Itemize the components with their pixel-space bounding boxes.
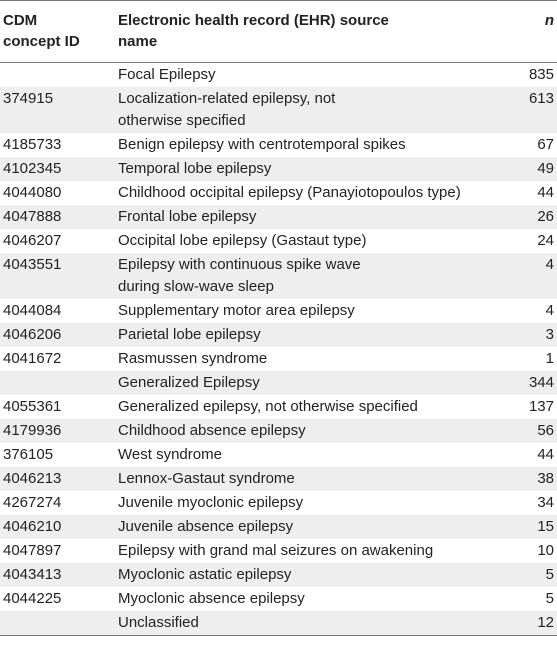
cell-count: 67 — [537, 136, 554, 153]
cell-concept-id: 4179936 — [0, 419, 115, 443]
cell-concept-id: 4046206 — [0, 323, 115, 347]
cell-count: 4 — [545, 302, 554, 319]
cell-count: 1 — [545, 350, 554, 367]
cell-source-name: Localization-related epilepsy, not other… — [115, 87, 492, 133]
table-row: 4047888 Frontal lobe epilepsy 26 — [0, 205, 557, 229]
cell-count: 137 — [528, 398, 554, 415]
header-source-name: Electronic health record (EHR) source na… — [118, 12, 389, 50]
cell-concept-id: 4044084 — [3, 302, 62, 319]
cell-concept-id — [0, 371, 115, 395]
cell-source-name: West syndrome — [118, 446, 222, 463]
cell-concept-id: 4046213 — [0, 467, 115, 491]
table-row: 4043551 Epilepsy with continuous spike wa… — [0, 253, 557, 299]
cell-count: 38 — [492, 467, 557, 491]
cell-count: 5 — [545, 590, 554, 607]
cell-concept-id: 4044080 — [3, 184, 62, 201]
cell-source-name: Myoclonic absence epilepsy — [118, 590, 305, 607]
cell-concept-id: 4046207 — [3, 232, 62, 249]
cell-count: 10 — [537, 542, 554, 559]
cell-concept-id — [0, 63, 115, 88]
cell-count: 3 — [492, 323, 557, 347]
cell-count: 26 — [492, 205, 557, 229]
table-row: 4179936 Childhood absence epilepsy 56 — [0, 419, 557, 443]
cell-source-name: Childhood absence epilepsy — [115, 419, 492, 443]
cell-source-name: Occipital lobe epilepsy (Gastaut type) — [118, 232, 367, 249]
cell-count: 4 — [492, 253, 557, 299]
cell-concept-id: 4046210 — [0, 515, 115, 539]
table-row: 4102345 Temporal lobe epilepsy 49 — [0, 157, 557, 181]
cell-count: 44 — [537, 184, 554, 201]
cell-concept-id: 4047897 — [3, 542, 62, 559]
epilepsy-concept-table: CDM concept ID Electronic health record … — [0, 0, 557, 636]
cell-source-name: Benign epilepsy with centrotemporal spik… — [118, 136, 406, 153]
cell-source-name: Juvenile myoclonic epilepsy — [118, 494, 304, 511]
table-row: 4043413 Myoclonic astatic epilepsy 5 — [0, 563, 557, 587]
cell-count: 56 — [492, 419, 557, 443]
cell-source-name: Rasmussen syndrome — [118, 350, 268, 367]
cell-concept-id: 4041672 — [3, 350, 62, 367]
cell-source-name: Focal Epilepsy — [118, 66, 216, 83]
cell-concept-id: 4047888 — [0, 205, 115, 229]
cell-count: 5 — [492, 563, 557, 587]
table-header: CDM concept ID Electronic health record … — [0, 0, 557, 63]
cell-count: 835 — [528, 66, 554, 83]
cell-concept-id: 4102345 — [0, 157, 115, 181]
cell-source-name: Epilepsy with grand mal seizures on awak… — [118, 542, 434, 559]
cell-concept-id: 374915 — [0, 87, 115, 133]
cell-source-name: Supplementary motor area epilepsy — [118, 302, 355, 319]
cell-count: 12 — [492, 611, 557, 636]
cell-source-name: Unclassified — [115, 611, 492, 636]
cell-count: 44 — [537, 446, 554, 463]
cell-source-name: Juvenile absence epilepsy — [115, 515, 492, 539]
cell-concept-id: 4055361 — [3, 398, 62, 415]
table-row: 4044084 Supplementary motor area epilepsy… — [0, 299, 557, 323]
cell-source-name: Parietal lobe epilepsy — [115, 323, 492, 347]
table-row: 4185733 Benign epilepsy with centrotempor… — [0, 133, 557, 157]
cell-concept-id: 4185733 — [3, 136, 62, 153]
cell-concept-id: 376105 — [3, 446, 54, 463]
table-row: 4055361 Generalized epilepsy, not otherwi… — [0, 395, 557, 419]
cell-concept-id — [0, 611, 115, 636]
table-row: 4041672 Rasmussen syndrome 1 — [0, 347, 557, 371]
cell-source-name: Myoclonic astatic epilepsy — [115, 563, 492, 587]
table-row: 4047897 Epilepsy with grand mal seizures … — [0, 539, 557, 563]
cell-concept-id: 4267274 — [3, 494, 62, 511]
table-row: Unclassified 12 — [0, 611, 557, 636]
table-row: Generalized Epilepsy 344 — [0, 371, 557, 395]
table-row: 4046207 Occipital lobe epilepsy (Gastaut … — [0, 229, 557, 253]
table-row: 4046213 Lennox-Gastaut syndrome 38 — [0, 467, 557, 491]
cell-concept-id: 4043551 — [0, 253, 115, 299]
table-row: 4044225 Myoclonic absence epilepsy 5 — [0, 587, 557, 611]
table-row: 376105 West syndrome 44 — [0, 443, 557, 467]
cell-count: 15 — [492, 515, 557, 539]
cell-source-name: Generalized epilepsy, not otherwise spec… — [118, 398, 418, 415]
table-row: 4044080 Childhood occipital epilepsy (Pan… — [0, 181, 557, 205]
cell-count: 344 — [492, 371, 557, 395]
table-body: Focal Epilepsy 835 374915 Localization-rela… — [0, 63, 557, 636]
cell-source-name: Generalized Epilepsy — [115, 371, 492, 395]
header-row: CDM concept ID Electronic health record … — [0, 0, 557, 63]
cell-source-name: Childhood occipital epilepsy (Panayiotop… — [118, 184, 461, 201]
table-row: Focal Epilepsy 835 — [0, 63, 557, 88]
cell-concept-id: 4044225 — [3, 590, 62, 607]
table-row: 4046210 Juvenile absence epilepsy 15 — [0, 515, 557, 539]
cell-count: 24 — [537, 232, 554, 249]
cell-count: 613 — [492, 87, 557, 133]
cell-concept-id: 4043413 — [0, 563, 115, 587]
cell-count: 34 — [537, 494, 554, 511]
cell-source-name: Temporal lobe epilepsy — [115, 157, 492, 181]
cell-source-name: Lennox-Gastaut syndrome — [115, 467, 492, 491]
cell-source-name: Frontal lobe epilepsy — [115, 205, 492, 229]
cell-count: 49 — [492, 157, 557, 181]
header-n: n — [544, 12, 554, 29]
table-row: 4267274 Juvenile myoclonic epilepsy 34 — [0, 491, 557, 515]
table-row: 4046206 Parietal lobe epilepsy 3 — [0, 323, 557, 347]
cell-source-name: Epilepsy with continuous spike wave duri… — [115, 253, 492, 299]
header-concept-id: CDM concept ID — [3, 12, 80, 50]
table-row: 374915 Localization-related epilepsy, not… — [0, 87, 557, 133]
